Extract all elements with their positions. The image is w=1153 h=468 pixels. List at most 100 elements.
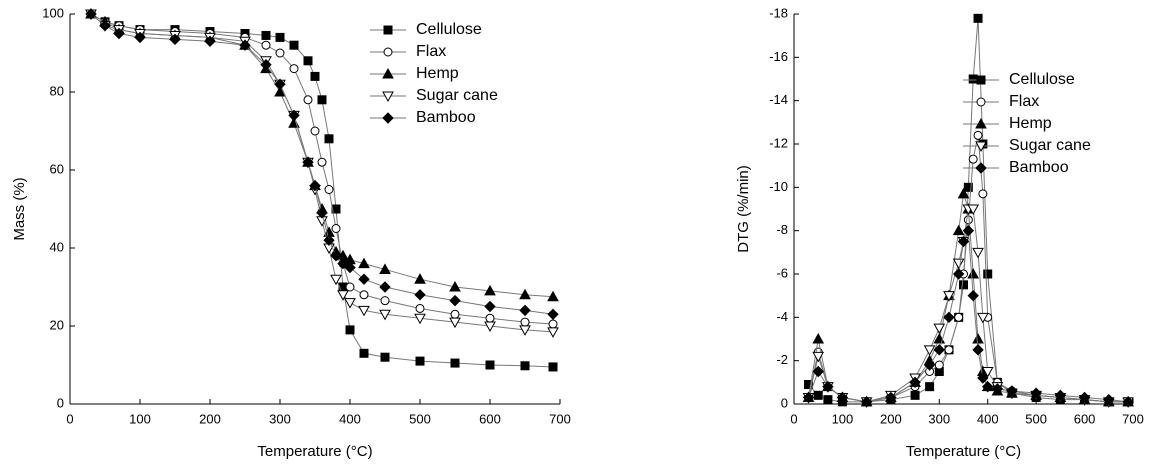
marker bbox=[934, 360, 944, 370]
marker bbox=[978, 189, 988, 199]
marker bbox=[310, 126, 320, 136]
marker bbox=[449, 294, 461, 307]
marker bbox=[274, 85, 286, 97]
marker bbox=[324, 185, 334, 194]
marker bbox=[519, 325, 531, 336]
legend-label: Cellulose bbox=[1009, 71, 1075, 88]
marker bbox=[344, 298, 356, 309]
marker bbox=[952, 224, 965, 236]
marker bbox=[239, 39, 251, 51]
marker bbox=[943, 311, 955, 324]
marker bbox=[379, 281, 391, 293]
marker bbox=[134, 31, 146, 44]
marker bbox=[977, 372, 989, 384]
marker bbox=[954, 312, 964, 322]
marker bbox=[952, 258, 965, 270]
y-tick-label: 20 bbox=[50, 317, 64, 332]
y-tick-label: 40 bbox=[50, 239, 64, 254]
legend-marker bbox=[383, 25, 393, 35]
marker bbox=[957, 187, 970, 199]
y-tick-label: -14 bbox=[769, 92, 788, 107]
marker bbox=[547, 308, 559, 321]
marker bbox=[963, 182, 973, 192]
marker bbox=[944, 345, 954, 355]
x-tick-label: 300 bbox=[928, 411, 950, 426]
x-tick-label: 0 bbox=[790, 411, 797, 426]
x-tick-label: 700 bbox=[549, 411, 571, 426]
marker bbox=[981, 367, 994, 378]
marker bbox=[324, 134, 334, 144]
marker bbox=[323, 234, 335, 246]
marker bbox=[1030, 387, 1042, 399]
marker bbox=[449, 317, 461, 329]
marker bbox=[972, 344, 984, 356]
y-tick-label: -8 bbox=[776, 222, 788, 237]
marker bbox=[972, 247, 984, 259]
marker bbox=[802, 391, 815, 404]
legend-label: Sugar cane bbox=[1009, 137, 1091, 154]
marker bbox=[345, 282, 355, 292]
y-tick-label: 100 bbox=[42, 5, 64, 20]
marker bbox=[316, 207, 328, 219]
marker bbox=[337, 257, 349, 270]
y-tick-label: -10 bbox=[769, 179, 788, 194]
marker bbox=[345, 325, 355, 335]
y-tick-label: -4 bbox=[776, 309, 788, 324]
legend-marker bbox=[975, 141, 987, 153]
legend-label: Cellulose bbox=[416, 21, 482, 38]
marker bbox=[991, 383, 1004, 395]
marker bbox=[275, 48, 285, 58]
y-tick-label: 0 bbox=[57, 395, 64, 410]
legend-label: Hemp bbox=[1009, 115, 1052, 132]
x-tick-label: 600 bbox=[1074, 411, 1096, 426]
marker bbox=[261, 30, 271, 40]
series-line bbox=[808, 230, 1129, 403]
marker bbox=[309, 179, 321, 192]
marker bbox=[169, 33, 181, 46]
marker bbox=[1006, 385, 1018, 397]
marker bbox=[972, 332, 984, 344]
marker bbox=[450, 309, 460, 319]
y-tick-label: 60 bbox=[50, 161, 64, 176]
marker bbox=[812, 351, 825, 363]
marker bbox=[967, 204, 980, 216]
y-tick-label: 80 bbox=[50, 83, 64, 98]
series-line bbox=[808, 135, 1129, 403]
series-line bbox=[90, 13, 554, 368]
marker bbox=[317, 157, 327, 167]
marker bbox=[1078, 391, 1091, 404]
series-line bbox=[90, 13, 554, 333]
marker bbox=[302, 156, 314, 168]
marker bbox=[885, 391, 897, 404]
marker bbox=[933, 323, 946, 335]
marker bbox=[957, 235, 970, 248]
marker bbox=[450, 358, 460, 368]
marker bbox=[379, 309, 391, 321]
marker bbox=[968, 154, 978, 164]
marker bbox=[909, 376, 921, 389]
legend-marker bbox=[382, 67, 394, 79]
marker bbox=[204, 35, 216, 48]
marker bbox=[330, 274, 342, 286]
y-tick-label: -2 bbox=[776, 352, 788, 367]
legend-marker bbox=[383, 47, 393, 57]
x-tick-label: 100 bbox=[832, 411, 854, 426]
legend-label: Flax bbox=[1009, 93, 1039, 110]
marker bbox=[359, 348, 369, 358]
marker bbox=[813, 390, 823, 400]
marker bbox=[485, 360, 495, 370]
marker bbox=[414, 273, 426, 284]
x-tick-label: 0 bbox=[66, 411, 73, 426]
marker bbox=[113, 27, 125, 40]
marker bbox=[415, 356, 425, 366]
marker bbox=[967, 289, 979, 302]
series-line bbox=[90, 13, 554, 325]
legend-marker bbox=[976, 97, 986, 107]
marker bbox=[380, 352, 390, 362]
marker bbox=[910, 390, 920, 400]
legend-marker bbox=[382, 91, 394, 103]
marker bbox=[358, 305, 370, 317]
marker bbox=[303, 56, 313, 66]
marker bbox=[822, 380, 834, 393]
